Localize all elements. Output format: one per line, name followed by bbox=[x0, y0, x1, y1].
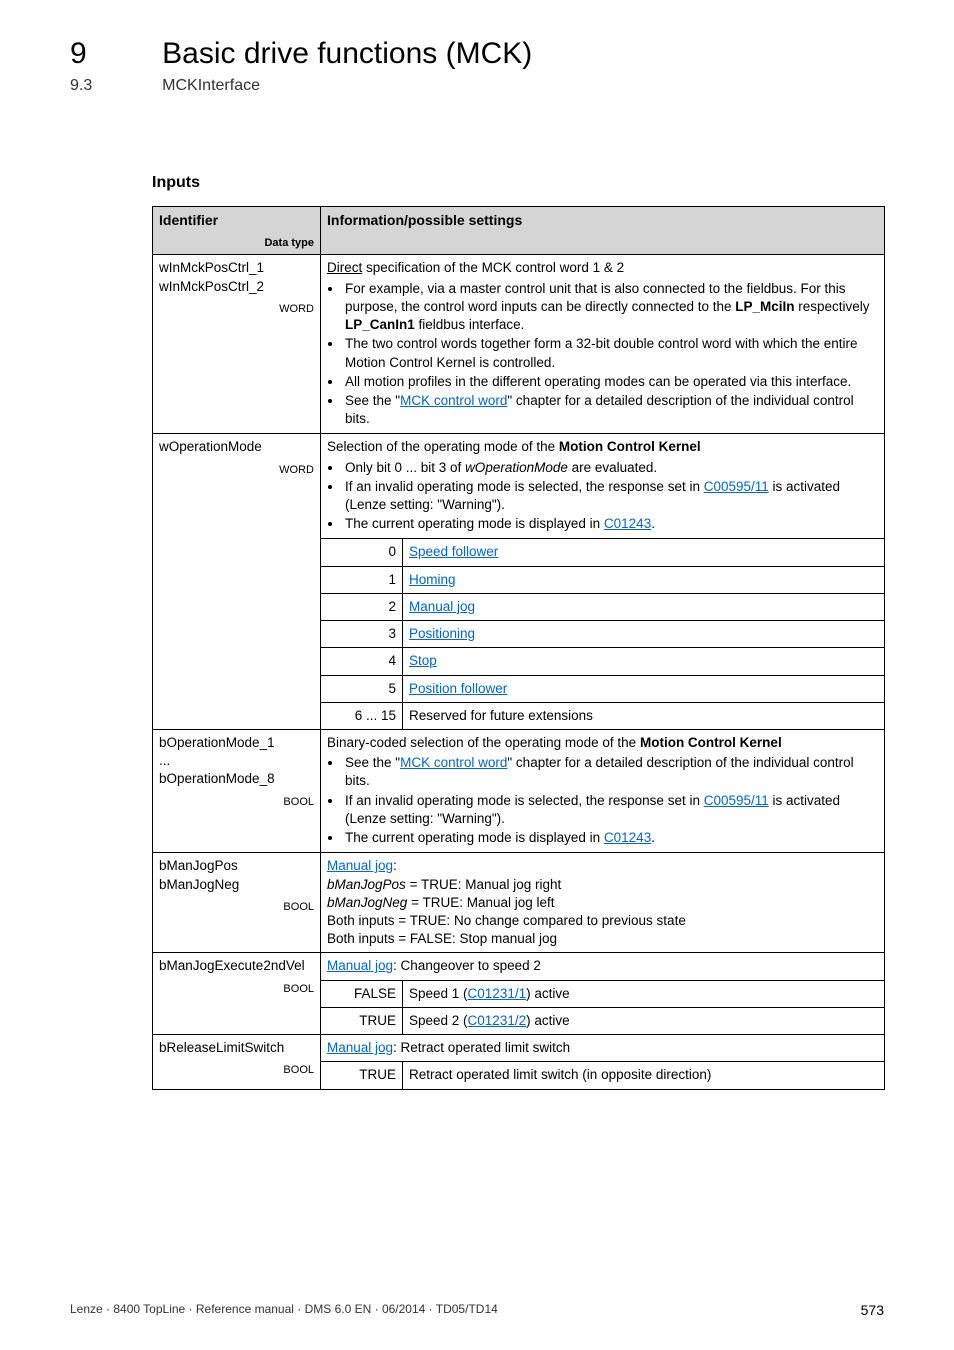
bullet-list: See the "MCK control word" chapter for a… bbox=[327, 754, 878, 847]
section-heading: Inputs bbox=[152, 172, 884, 194]
manual-jog-link[interactable]: Manual jog bbox=[327, 858, 393, 873]
bool-code: FALSE bbox=[321, 980, 403, 1007]
list-item: All motion profiles in the different ope… bbox=[343, 373, 878, 391]
table-header-row: Identifier Data type Information/possibl… bbox=[153, 206, 885, 255]
identifier-text: bOperationMode_1 ... bOperationMode_8 bbox=[159, 735, 275, 786]
position-follower-link[interactable]: Position follower bbox=[409, 681, 507, 696]
mode-desc: Homing bbox=[403, 566, 885, 593]
speed-follower-link[interactable]: Speed follower bbox=[409, 544, 498, 559]
list-item: If an invalid operating mode is selected… bbox=[343, 792, 878, 828]
mck-control-word-link[interactable]: MCK control word bbox=[400, 755, 507, 770]
mode-desc: Speed follower bbox=[403, 539, 885, 566]
c00595-11-link[interactable]: C00595/11 bbox=[704, 793, 769, 808]
chapter-number: 9 bbox=[70, 34, 158, 75]
bool-desc: Speed 2 (C01231/2) active bbox=[403, 1007, 885, 1034]
manual-jog-link[interactable]: Manual jog bbox=[327, 1040, 393, 1055]
positioning-link[interactable]: Positioning bbox=[409, 626, 475, 641]
table-row: bManJogExecute2ndVel BOOL Manual jog: Ch… bbox=[153, 953, 885, 980]
c01243-link[interactable]: C01243 bbox=[604, 516, 651, 531]
cell-info: Manual jog: Changeover to speed 2 bbox=[321, 953, 885, 980]
mode-desc: Reserved for future extensions bbox=[403, 702, 885, 729]
mode-desc: Stop bbox=[403, 648, 885, 675]
identifier-text: bReleaseLimitSwitch bbox=[159, 1040, 284, 1055]
datatype-text: WORD bbox=[159, 463, 314, 478]
mode-desc: Positioning bbox=[403, 621, 885, 648]
mode-code: 1 bbox=[321, 566, 403, 593]
lead-underline: Direct bbox=[327, 260, 362, 275]
c01231-2-link[interactable]: C01231/2 bbox=[468, 1013, 527, 1028]
mode-code: 6 ... 15 bbox=[321, 702, 403, 729]
table-row: bOperationMode_1 ... bOperationMode_8 BO… bbox=[153, 730, 885, 853]
cell-identifier: bOperationMode_1 ... bOperationMode_8 BO… bbox=[153, 730, 321, 853]
bullet-list: Only bit 0 ... bit 3 of wOperationMode a… bbox=[327, 459, 878, 534]
c01231-1-link[interactable]: C01231/1 bbox=[468, 986, 527, 1001]
stop-link[interactable]: Stop bbox=[409, 653, 437, 668]
mode-desc: Position follower bbox=[403, 675, 885, 702]
mode-desc: Manual jog bbox=[403, 593, 885, 620]
list-item: See the "MCK control word" chapter for a… bbox=[343, 754, 878, 790]
doc-header: 9 Basic drive functions (MCK) 9.3 MCKInt… bbox=[70, 34, 884, 96]
cell-info: Manual jog: Retract operated limit switc… bbox=[321, 1035, 885, 1062]
footer-text: Lenze · 8400 TopLine · Reference manual … bbox=[70, 1302, 498, 1316]
cell-info: Binary-coded selection of the operating … bbox=[321, 730, 885, 853]
identifier-text: bManJogExecute2ndVel bbox=[159, 958, 305, 973]
mode-code: 0 bbox=[321, 539, 403, 566]
col-datatype-label: Data type bbox=[159, 236, 314, 251]
manual-jog-link[interactable]: Manual jog bbox=[327, 958, 393, 973]
cell-info: Manual jog: bManJogPos = TRUE: Manual jo… bbox=[321, 853, 885, 953]
page-footer: Lenze · 8400 TopLine · Reference manual … bbox=[70, 1301, 884, 1320]
list-item: For example, via a master control unit t… bbox=[343, 280, 878, 335]
table-row: wInMckPosCtrl_1 wInMckPosCtrl_2 WORD Dir… bbox=[153, 255, 885, 434]
list-item: Only bit 0 ... bit 3 of wOperationMode a… bbox=[343, 459, 878, 477]
bool-code: TRUE bbox=[321, 1007, 403, 1034]
bullet-list: For example, via a master control unit t… bbox=[327, 280, 878, 429]
datatype-text: WORD bbox=[159, 302, 314, 317]
col-identifier-label: Identifier bbox=[159, 212, 218, 228]
list-item: The two control words together form a 32… bbox=[343, 335, 878, 371]
datatype-text: BOOL bbox=[159, 1063, 314, 1078]
cell-identifier: wInMckPosCtrl_1 wInMckPosCtrl_2 WORD bbox=[153, 255, 321, 434]
identifier-text: wOperationMode bbox=[159, 439, 262, 454]
lead-text: specification of the MCK control word 1 … bbox=[362, 260, 624, 275]
mck-control-word-link[interactable]: MCK control word bbox=[400, 393, 507, 408]
cell-identifier: wOperationMode WORD bbox=[153, 434, 321, 730]
table-row: wOperationMode WORD Selection of the ope… bbox=[153, 434, 885, 539]
homing-link[interactable]: Homing bbox=[409, 572, 456, 587]
section-number: 9.3 bbox=[70, 75, 158, 97]
bool-code: TRUE bbox=[321, 1062, 403, 1089]
cell-identifier: bReleaseLimitSwitch BOOL bbox=[153, 1035, 321, 1089]
datatype-text: BOOL bbox=[159, 795, 314, 810]
list-item: The current operating mode is displayed … bbox=[343, 829, 878, 847]
list-item: If an invalid operating mode is selected… bbox=[343, 478, 878, 514]
cell-info: Direct specification of the MCK control … bbox=[321, 255, 885, 434]
table-row: bReleaseLimitSwitch BOOL Manual jog: Ret… bbox=[153, 1035, 885, 1062]
mode-code: 4 bbox=[321, 648, 403, 675]
section-title: MCKInterface bbox=[162, 75, 260, 97]
list-item: The current operating mode is displayed … bbox=[343, 515, 878, 533]
cell-identifier: bManJogExecute2ndVel BOOL bbox=[153, 953, 321, 1035]
cell-identifier: bManJogPos bManJogNeg BOOL bbox=[153, 853, 321, 953]
c00595-11-link[interactable]: C00595/11 bbox=[704, 479, 769, 494]
mode-code: 5 bbox=[321, 675, 403, 702]
identifier-text: wInMckPosCtrl_1 wInMckPosCtrl_2 bbox=[159, 260, 264, 293]
table-row: bManJogPos bManJogNeg BOOL Manual jog: b… bbox=[153, 853, 885, 953]
c01243-link[interactable]: C01243 bbox=[604, 830, 651, 845]
manual-jog-link[interactable]: Manual jog bbox=[409, 599, 475, 614]
bool-desc: Retract operated limit switch (in opposi… bbox=[403, 1062, 885, 1089]
chapter-title: Basic drive functions (MCK) bbox=[162, 34, 532, 75]
inputs-table: Identifier Data type Information/possibl… bbox=[152, 206, 885, 1090]
mode-code: 2 bbox=[321, 593, 403, 620]
col-identifier: Identifier Data type bbox=[153, 206, 321, 255]
mode-code: 3 bbox=[321, 621, 403, 648]
cell-info: Selection of the operating mode of the M… bbox=[321, 434, 885, 539]
divider: _ _ _ _ _ _ _ _ _ _ _ _ _ _ _ _ _ _ _ _ … bbox=[70, 130, 884, 144]
datatype-text: BOOL bbox=[159, 982, 314, 997]
list-item: See the "MCK control word" chapter for a… bbox=[343, 392, 878, 428]
page-number: 573 bbox=[861, 1301, 884, 1320]
datatype-text: BOOL bbox=[159, 900, 314, 915]
bool-desc: Speed 1 (C01231/1) active bbox=[403, 980, 885, 1007]
identifier-text: bManJogPos bManJogNeg bbox=[159, 858, 239, 891]
col-info: Information/possible settings bbox=[321, 206, 885, 255]
